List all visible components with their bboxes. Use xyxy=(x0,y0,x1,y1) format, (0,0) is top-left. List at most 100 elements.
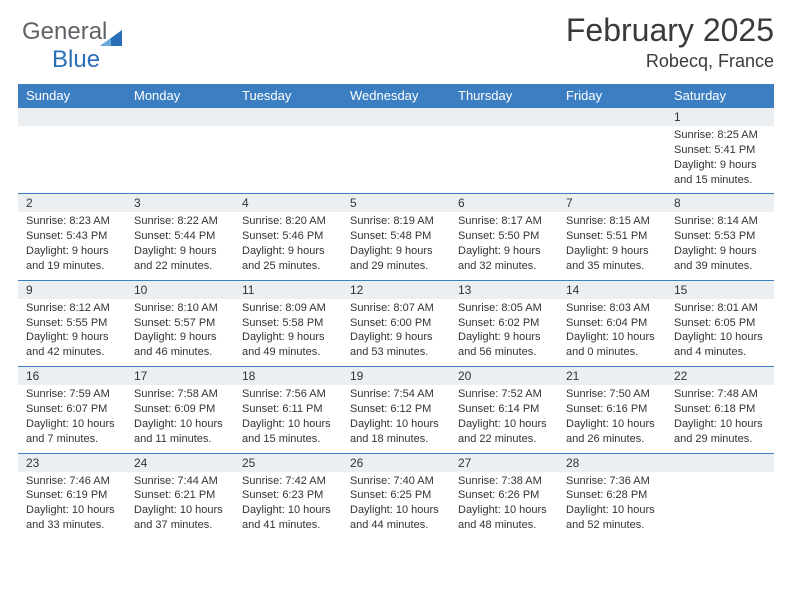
day-detail-cell: Sunrise: 7:59 AMSunset: 6:07 PMDaylight:… xyxy=(18,385,126,453)
day-detail-cell: Sunrise: 7:40 AMSunset: 6:25 PMDaylight:… xyxy=(342,472,450,539)
sunrise-text: Sunrise: 7:44 AM xyxy=(134,474,226,489)
sunrise-text: Sunrise: 8:10 AM xyxy=(134,301,226,316)
location-subtitle: Robecq, France xyxy=(566,51,774,72)
sunset-text: Sunset: 6:19 PM xyxy=(26,488,118,503)
day-detail-cell: Sunrise: 7:36 AMSunset: 6:28 PMDaylight:… xyxy=(558,472,666,539)
daylight-text: Daylight: 10 hours and 18 minutes. xyxy=(350,417,442,447)
day-detail-cell: Sunrise: 8:25 AMSunset: 5:41 PMDaylight:… xyxy=(666,126,774,194)
day-number-cell: 12 xyxy=(342,280,450,299)
daylight-text: Daylight: 10 hours and 11 minutes. xyxy=(134,417,226,447)
sunset-text: Sunset: 5:55 PM xyxy=(26,316,118,331)
weekday-header-row: Sunday Monday Tuesday Wednesday Thursday… xyxy=(18,84,774,108)
sunrise-text: Sunrise: 7:40 AM xyxy=(350,474,442,489)
day-number-cell: 25 xyxy=(234,453,342,472)
sunrise-text: Sunrise: 8:03 AM xyxy=(566,301,658,316)
day-detail-cell: Sunrise: 8:01 AMSunset: 6:05 PMDaylight:… xyxy=(666,299,774,367)
day-detail-cell xyxy=(450,126,558,194)
weekday-header: Tuesday xyxy=(234,84,342,108)
day-detail-cell: Sunrise: 8:09 AMSunset: 5:58 PMDaylight:… xyxy=(234,299,342,367)
day-number-cell: 1 xyxy=(666,108,774,127)
day-detail-cell: Sunrise: 8:22 AMSunset: 5:44 PMDaylight:… xyxy=(126,212,234,280)
sunrise-text: Sunrise: 7:58 AM xyxy=(134,387,226,402)
day-detail-cell: Sunrise: 8:14 AMSunset: 5:53 PMDaylight:… xyxy=(666,212,774,280)
day-detail-cell: Sunrise: 7:44 AMSunset: 6:21 PMDaylight:… xyxy=(126,472,234,539)
day-number-cell: 4 xyxy=(234,194,342,213)
sunset-text: Sunset: 6:00 PM xyxy=(350,316,442,331)
daylight-text: Daylight: 10 hours and 26 minutes. xyxy=(566,417,658,447)
sunset-text: Sunset: 6:14 PM xyxy=(458,402,550,417)
daynum-row: 2345678 xyxy=(18,194,774,213)
daynum-row: 16171819202122 xyxy=(18,367,774,386)
day-number-cell: 23 xyxy=(18,453,126,472)
day-detail-cell: Sunrise: 8:03 AMSunset: 6:04 PMDaylight:… xyxy=(558,299,666,367)
header: General Blue February 2025 Robecq, Franc… xyxy=(18,12,774,74)
day-number-cell xyxy=(234,108,342,127)
daylight-text: Daylight: 10 hours and 41 minutes. xyxy=(242,503,334,533)
daylight-text: Daylight: 10 hours and 48 minutes. xyxy=(458,503,550,533)
day-detail-cell xyxy=(126,126,234,194)
sunrise-text: Sunrise: 8:22 AM xyxy=(134,214,226,229)
day-number-cell: 15 xyxy=(666,280,774,299)
day-detail-cell: Sunrise: 8:10 AMSunset: 5:57 PMDaylight:… xyxy=(126,299,234,367)
day-number-cell: 7 xyxy=(558,194,666,213)
day-detail-cell xyxy=(342,126,450,194)
day-number-cell: 5 xyxy=(342,194,450,213)
sunset-text: Sunset: 6:11 PM xyxy=(242,402,334,417)
title-block: February 2025 Robecq, France xyxy=(566,12,774,72)
daylight-text: Daylight: 10 hours and 22 minutes. xyxy=(458,417,550,447)
daylight-text: Daylight: 9 hours and 29 minutes. xyxy=(350,244,442,274)
sunrise-text: Sunrise: 7:46 AM xyxy=(26,474,118,489)
daylight-text: Daylight: 10 hours and 52 minutes. xyxy=(566,503,658,533)
sunrise-text: Sunrise: 8:07 AM xyxy=(350,301,442,316)
daylight-text: Daylight: 10 hours and 44 minutes. xyxy=(350,503,442,533)
sunset-text: Sunset: 6:12 PM xyxy=(350,402,442,417)
daylight-text: Daylight: 9 hours and 39 minutes. xyxy=(674,244,766,274)
day-number-cell: 20 xyxy=(450,367,558,386)
sunrise-text: Sunrise: 7:59 AM xyxy=(26,387,118,402)
weekday-header: Friday xyxy=(558,84,666,108)
sunrise-text: Sunrise: 7:36 AM xyxy=(566,474,658,489)
sunrise-text: Sunrise: 8:25 AM xyxy=(674,128,766,143)
day-number-cell: 24 xyxy=(126,453,234,472)
day-number-cell: 10 xyxy=(126,280,234,299)
day-number-cell: 14 xyxy=(558,280,666,299)
day-detail-cell xyxy=(666,472,774,539)
daylight-text: Daylight: 10 hours and 33 minutes. xyxy=(26,503,118,533)
day-number-cell: 27 xyxy=(450,453,558,472)
day-number-cell: 2 xyxy=(18,194,126,213)
daylight-text: Daylight: 9 hours and 32 minutes. xyxy=(458,244,550,274)
day-number-cell: 3 xyxy=(126,194,234,213)
day-detail-cell: Sunrise: 7:54 AMSunset: 6:12 PMDaylight:… xyxy=(342,385,450,453)
day-detail-cell: Sunrise: 8:20 AMSunset: 5:46 PMDaylight:… xyxy=(234,212,342,280)
sunrise-text: Sunrise: 8:17 AM xyxy=(458,214,550,229)
sunrise-text: Sunrise: 8:20 AM xyxy=(242,214,334,229)
sunset-text: Sunset: 6:28 PM xyxy=(566,488,658,503)
day-number-cell xyxy=(558,108,666,127)
day-number-cell: 11 xyxy=(234,280,342,299)
day-detail-cell: Sunrise: 8:15 AMSunset: 5:51 PMDaylight:… xyxy=(558,212,666,280)
daylight-text: Daylight: 9 hours and 49 minutes. xyxy=(242,330,334,360)
sunset-text: Sunset: 5:51 PM xyxy=(566,229,658,244)
day-detail-cell: Sunrise: 7:56 AMSunset: 6:11 PMDaylight:… xyxy=(234,385,342,453)
day-detail-cell: Sunrise: 8:19 AMSunset: 5:48 PMDaylight:… xyxy=(342,212,450,280)
sunset-text: Sunset: 6:18 PM xyxy=(674,402,766,417)
sunset-text: Sunset: 6:05 PM xyxy=(674,316,766,331)
daylight-text: Daylight: 9 hours and 25 minutes. xyxy=(242,244,334,274)
day-number-cell xyxy=(342,108,450,127)
day-number-cell: 22 xyxy=(666,367,774,386)
day-number-cell xyxy=(450,108,558,127)
sunset-text: Sunset: 5:41 PM xyxy=(674,143,766,158)
weekday-header: Monday xyxy=(126,84,234,108)
day-detail-cell: Sunrise: 7:58 AMSunset: 6:09 PMDaylight:… xyxy=(126,385,234,453)
day-number-cell xyxy=(126,108,234,127)
sunrise-text: Sunrise: 7:50 AM xyxy=(566,387,658,402)
sunset-text: Sunset: 5:48 PM xyxy=(350,229,442,244)
daynum-row: 1 xyxy=(18,108,774,127)
logo: General Blue xyxy=(18,18,127,74)
sunrise-text: Sunrise: 7:56 AM xyxy=(242,387,334,402)
sunset-text: Sunset: 5:57 PM xyxy=(134,316,226,331)
sunrise-text: Sunrise: 8:05 AM xyxy=(458,301,550,316)
sunset-text: Sunset: 5:58 PM xyxy=(242,316,334,331)
month-title: February 2025 xyxy=(566,12,774,49)
sunrise-text: Sunrise: 7:54 AM xyxy=(350,387,442,402)
